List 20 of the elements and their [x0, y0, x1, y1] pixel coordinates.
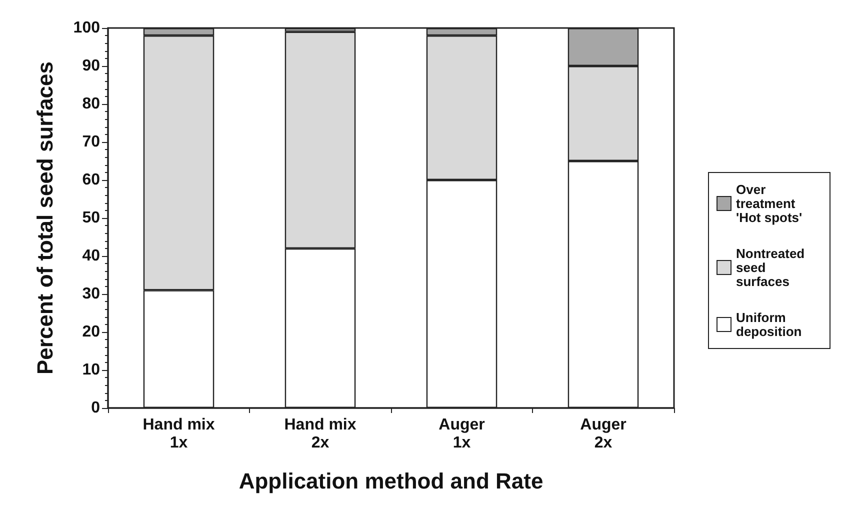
y-tick-label: 90 [82, 58, 100, 74]
x-axis-title: Application method and Rate [238, 468, 544, 494]
y-tick-label: 40 [82, 248, 100, 264]
y-tick-label: 20 [82, 324, 100, 340]
y-tick-label: 60 [82, 172, 100, 188]
x-tick-label: Auger 2x [580, 416, 626, 452]
y-tick-label: 80 [82, 96, 100, 112]
y-tick-label: 70 [82, 134, 100, 150]
y-tick-label: 50 [82, 210, 100, 226]
y-tick-label: 10 [82, 362, 100, 378]
y-tick-label: 100 [73, 20, 100, 36]
y-tick-label: 30 [82, 286, 100, 302]
x-tick-label: Hand mix 1x [142, 416, 215, 452]
x-tick-label: Auger 1x [438, 416, 485, 452]
x-tick-label: Hand mix 2x [284, 416, 356, 452]
y-tick-label: 0 [91, 400, 100, 416]
y-axis-title: Percent of total seed surfaces [32, 61, 58, 375]
legend-label: Nontreated seed surfaces [736, 246, 808, 289]
legend-label: Uniform deposition [736, 310, 802, 339]
legend-label: Over treatment 'Hot spots' [736, 182, 802, 225]
